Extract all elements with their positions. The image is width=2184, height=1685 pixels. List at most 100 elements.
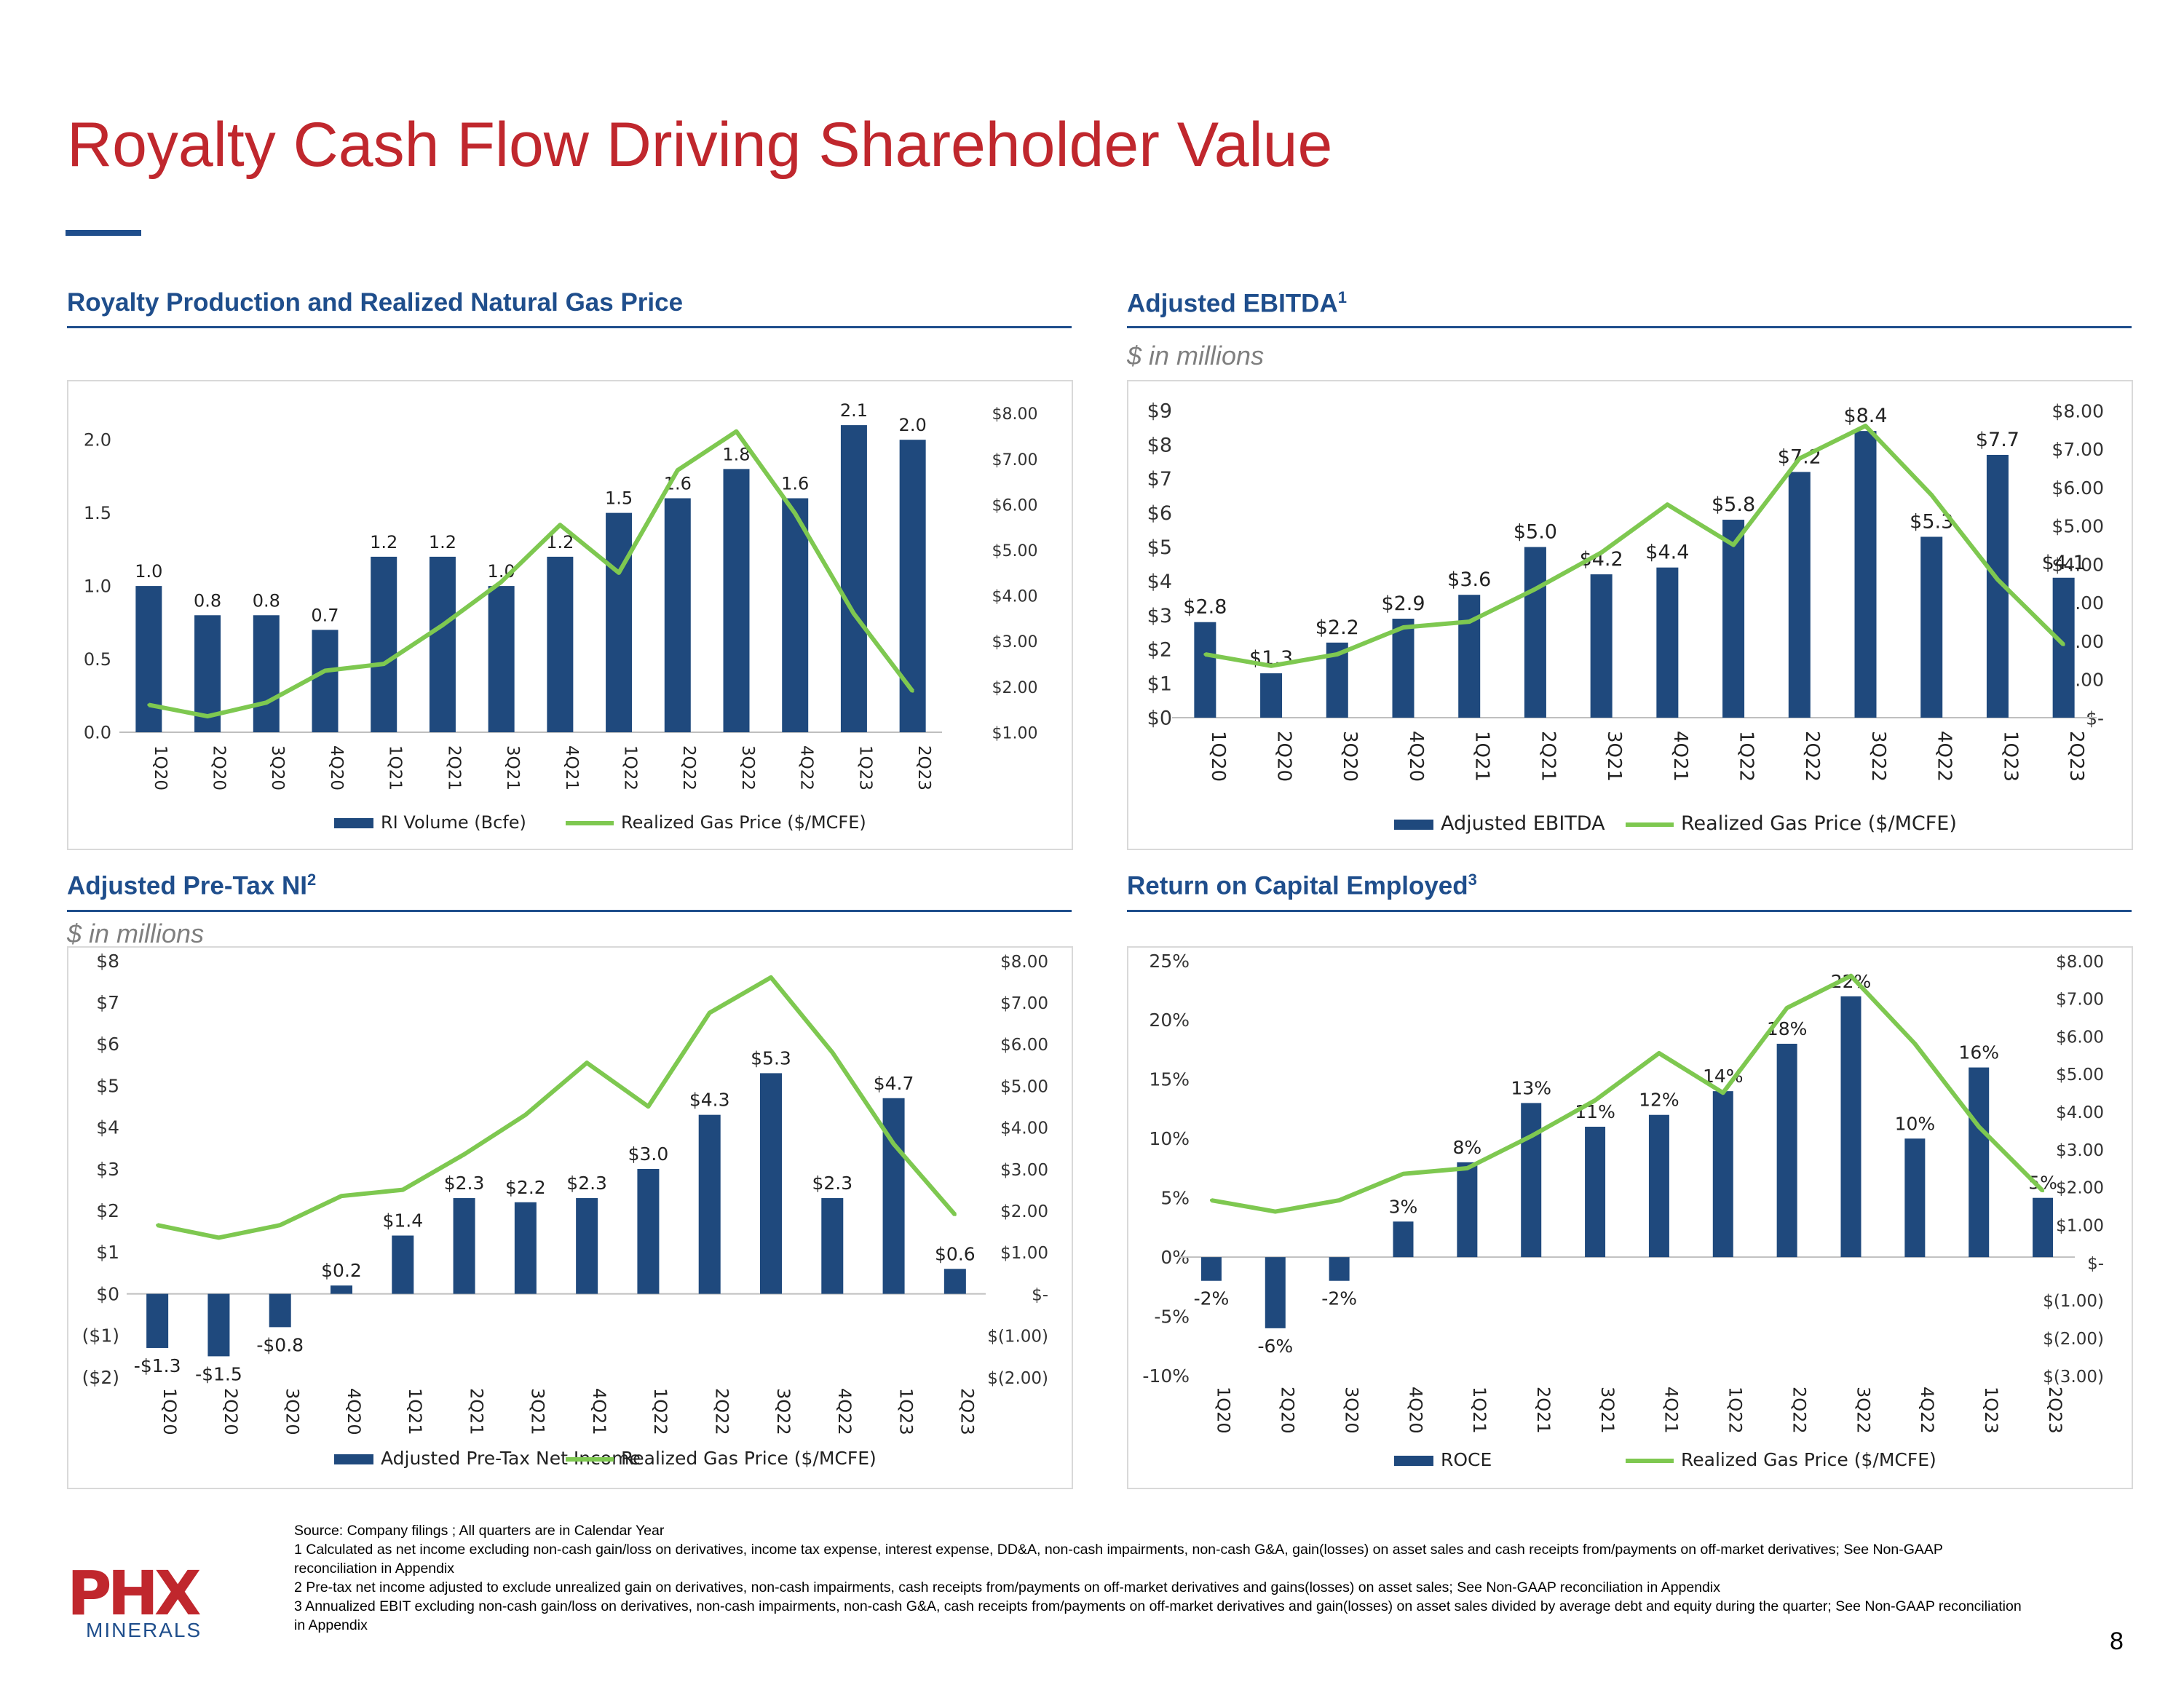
category-label: 1Q21 [386,745,405,790]
bar-3Q22 [1840,996,1861,1258]
ebitda-unit-note: $ in millions [1127,341,1265,370]
gas-price-point [1995,578,1999,582]
title-underline [66,230,141,236]
gas-price-point [646,1105,650,1109]
bar-data-label: $0.2 [321,1260,362,1281]
left-axis-tick-label: $2 [96,1200,119,1221]
left-axis-tick-label: $1 [1147,673,1172,696]
bar-1Q22 [1722,520,1745,718]
bar-data-label: 0.7 [311,605,339,625]
category-label: 2Q22 [1801,731,1823,782]
bar-data-label: $8.4 [1843,405,1887,427]
gas-price-point [585,1061,589,1065]
bar-1Q22 [637,1169,660,1294]
right-axis-tick-label: $3.00 [1000,1161,1048,1180]
category-label: 1Q20 [159,1388,180,1435]
ebitda-chart: $0$1$2$3$4$5$6$7$8$9$-$1.00$2.00$3.00$4.… [1147,400,2104,835]
left-axis-tick-label: $3 [96,1159,119,1180]
bar-data-label: $5.0 [1514,521,1557,544]
legend-line-label: Realized Gas Price ($/MCFE) [1681,1449,1936,1470]
gas-price-point [278,1224,282,1227]
category-label: 1Q21 [405,1388,425,1435]
bar-1Q23 [1969,1067,1990,1258]
bar-4Q22 [782,498,809,732]
left-axis-tick-label: $6 [96,1034,119,1055]
gas-price-point [1657,1051,1661,1055]
gas-price-point [1401,1172,1405,1175]
right-axis-tick-label: $2.00 [1000,1202,1048,1221]
category-label: 3Q22 [1853,1387,1873,1434]
category-label: 2Q20 [1278,1387,1298,1434]
page-title: Royalty Cash Flow Driving Shareholder Va… [67,110,1333,180]
legend-bar-label: Adjusted EBITDA [1441,812,1605,835]
ebitda-chart-panel: $0 $1 $2 $3 $4 $5 $6 $7 $8 $9 $- $1.00 $2.00 $3.00 $4.… [1127,380,2133,850]
category-label: 3Q21 [1603,731,1625,782]
gas-price-point [1533,587,1537,591]
category-label: 2Q20 [209,745,228,790]
category-label: 3Q20 [1341,1387,1361,1434]
footnotes: Source: Company filings ; All quarters a… [294,1521,2027,1635]
gas-price-point [340,1194,343,1198]
bar-data-label: 3% [1389,1196,1418,1217]
category-label: 4Q21 [589,1388,609,1435]
bar-data-label: 2.0 [899,415,927,435]
bar-1Q21 [1457,1162,1478,1258]
gas-price-point [558,523,562,527]
gas-price-point [401,1188,405,1192]
right-axis-tick-label: $(2.00) [987,1369,1048,1388]
bar-3Q20 [269,1293,291,1328]
gas-price-point [1977,1125,1981,1128]
bar-4Q21 [1648,1114,1669,1258]
right-axis-tick-label: $(2.00) [2043,1330,2104,1349]
bar-4Q20 [312,630,339,732]
ebitda-footnote-ref: 1 [1337,288,1347,306]
category-label: 4Q21 [1661,1387,1682,1434]
right-axis-tick-label: $2.00 [2056,1179,2104,1198]
bar-1Q21 [371,556,397,732]
left-axis-tick-label: 5% [1160,1187,1190,1208]
production-heading-text: Royalty Production and Realized Natural … [67,288,684,317]
gas-price-point [852,612,855,616]
right-axis-tick-label: $2.00 [992,679,1038,697]
category-label: 1Q22 [1725,1387,1746,1434]
category-label: 1Q22 [620,745,639,790]
section-heading-pretax: Adjusted Pre-Tax NI2 [67,871,316,901]
gas-price-point [147,703,151,707]
phx-minerals-logo: PHX [67,1565,205,1629]
bar-2Q20 [1265,1257,1286,1328]
section-rule-ebitda [1127,326,2132,328]
section-heading-production: Royalty Production and Realized Natural … [67,288,683,317]
bar-data-label: -$1.5 [195,1363,242,1384]
gas-price-point [1732,543,1736,547]
gas-price-point [1797,456,1801,460]
bar-1Q20 [146,1293,169,1348]
category-label: 3Q20 [268,745,287,790]
gas-price-point [1594,1098,1597,1102]
bar-data-label: $4.3 [689,1090,730,1111]
gas-price-point [1930,493,1934,497]
gas-price-point [735,429,738,433]
gas-price-point [523,1113,527,1117]
bar-data-label: $4.1 [2042,552,2086,574]
category-label: 1Q22 [1736,731,1757,782]
category-label: 2Q22 [679,745,698,790]
gas-price-point [156,1224,159,1227]
bar-3Q21 [1585,1127,1606,1258]
left-axis-tick-label: 0.0 [84,722,111,742]
gas-price-point [1401,626,1405,630]
bar-4Q20 [331,1285,352,1294]
left-axis-tick-label: -5% [1154,1306,1190,1327]
bar-2Q23 [943,1269,966,1294]
legend-bar-swatch [334,818,373,828]
bar-data-label: -$0.8 [256,1334,304,1355]
category-label: 4Q22 [1917,1387,1937,1434]
bar-4Q20 [1393,1221,1414,1258]
pretax-footnote-ref: 2 [306,871,317,889]
right-axis-tick-label: $8.00 [2056,953,2104,972]
logo-subtitle: MINERALS [86,1619,202,1641]
bar-data-label: $4.7 [874,1073,914,1094]
gas-price-point [462,1152,466,1156]
left-axis-tick-label: -10% [1142,1365,1190,1387]
gas-price-point [1864,424,1867,428]
bar-data-label: $2.3 [444,1173,485,1194]
